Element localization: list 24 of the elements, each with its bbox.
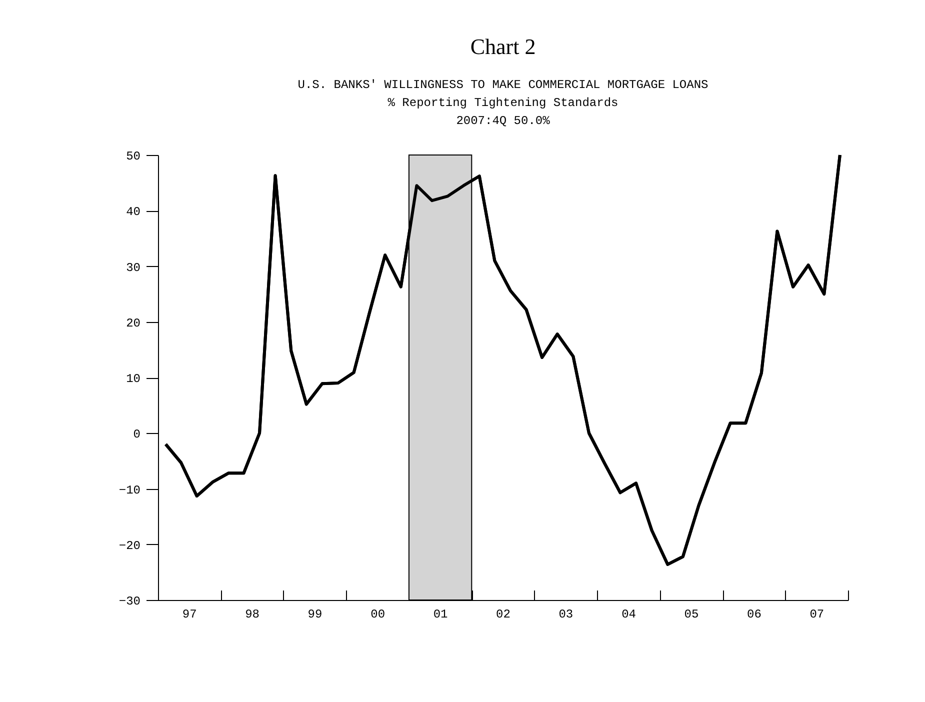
y-tick-label: −30 [118, 594, 140, 608]
x-tick-label: 06 [746, 608, 762, 622]
x-tick-label: 03 [558, 608, 574, 622]
y-tick-label: 10 [126, 372, 140, 386]
y-tick-label: 0 [133, 428, 140, 442]
x-tick-label: 07 [810, 608, 824, 622]
x-tick-label: 02 [496, 608, 510, 622]
text: 2007:4Q 50.0% [456, 114, 551, 128]
y-tick-label: −20 [118, 538, 140, 553]
x-tick-label: 04 [622, 608, 636, 622]
x-tick-label: 98 [245, 608, 260, 622]
y-tick-label: 30 [126, 260, 140, 275]
y-tick-label: 40 [126, 205, 140, 220]
chart-title: Chart 2 [470, 34, 536, 59]
x-tick-label: 05 [684, 608, 699, 622]
x-tick-label: 97 [182, 608, 197, 622]
x-tick-label: 99 [308, 608, 322, 622]
chart-subtitle: U.S. BANKS' WILLINGNESS TO MAKE COMMERCIAL MORTGAGE LOANS [298, 78, 708, 92]
y-tick-label: −10 [118, 483, 140, 498]
text: % Reporting Tightening Standards [388, 96, 618, 110]
y-tick-label: 50 [126, 150, 140, 164]
x-tick-label: 00 [370, 608, 386, 622]
y-tick-label: 20 [126, 316, 140, 330]
x-tick-label: 01 [433, 608, 448, 622]
